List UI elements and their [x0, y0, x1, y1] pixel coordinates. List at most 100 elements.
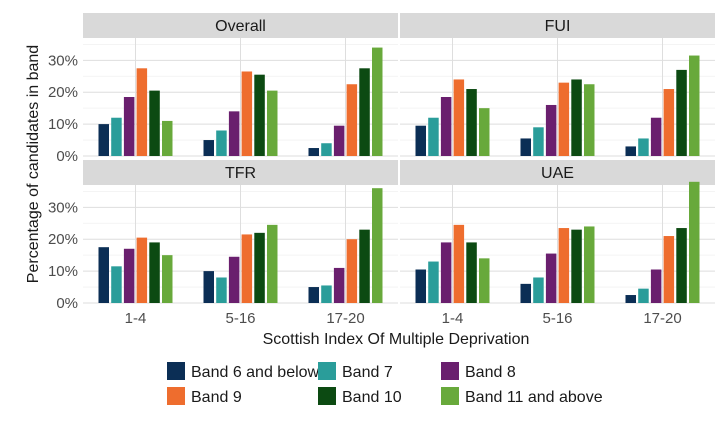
panel-fui: FUI	[400, 13, 715, 157]
bar-overall-1-4-s5	[149, 90, 160, 156]
y-tick-label: 30%	[48, 52, 78, 69]
bar-uae-17-20-s4	[663, 236, 675, 303]
panel-title: TFR	[225, 165, 256, 182]
panel-strip	[400, 160, 715, 185]
bar-fui-5-16-s1	[520, 138, 531, 156]
bar-fui-5-16-s6	[584, 84, 595, 156]
panel-title: UAE	[541, 165, 574, 182]
bar-fui-5-16-s2	[533, 127, 544, 156]
legend-label: Band 6 and below	[191, 364, 320, 381]
bar-tfr-17-20-s3	[333, 267, 345, 303]
bar-tfr-1-4-s6	[162, 255, 173, 303]
bar-uae-17-20-s6	[689, 181, 700, 303]
legend-label: Band 7	[342, 364, 393, 381]
bar-fui-17-20-s5	[676, 69, 687, 156]
bar-uae-5-16-s1	[520, 283, 531, 303]
bar-tfr-17-20-s1	[308, 287, 319, 303]
panel-title: FUI	[545, 18, 571, 35]
bar-overall-5-16-s2	[216, 130, 227, 156]
panel-strip	[83, 13, 398, 38]
bar-tfr-5-16-s2	[216, 277, 227, 303]
x-axis-title: Scottish Index Of Multiple Deprivation	[263, 331, 530, 348]
bar-fui-17-20-s2	[638, 138, 649, 156]
legend-item: Band 7	[318, 362, 393, 381]
panel-strip	[400, 13, 715, 38]
bar-fui-1-4-s6	[479, 108, 490, 156]
bar-overall-1-4-s3	[123, 97, 135, 156]
bar-overall-5-16-s3	[228, 111, 240, 156]
x-tick-label: 17-20	[643, 310, 681, 327]
bar-overall-1-4-s1	[98, 124, 109, 156]
panel-tfr: TFR	[83, 160, 398, 304]
bar-uae-17-20-s3	[650, 269, 662, 303]
bar-fui-1-4-s1	[415, 125, 426, 156]
legend-item: Band 11 and above	[441, 387, 603, 406]
x-tick-label: 5-16	[542, 310, 572, 327]
bar-overall-17-20-s5	[359, 68, 370, 156]
bar-uae-1-4-s1	[415, 269, 426, 303]
bar-uae-1-4-s2	[428, 261, 439, 303]
y-tick-label: 0%	[56, 148, 78, 165]
legend-swatch	[318, 362, 336, 380]
bar-uae-1-4-s6	[479, 258, 490, 303]
bar-fui-1-4-s4	[453, 79, 465, 156]
x-tick-label: 1-4	[442, 310, 464, 327]
bar-overall-17-20-s3	[333, 125, 345, 156]
bar-uae-17-20-s1	[625, 295, 636, 303]
panel-strip	[83, 160, 398, 185]
bar-tfr-1-4-s5	[149, 242, 160, 303]
bar-tfr-5-16-s6	[267, 224, 278, 303]
legend-item: Band 10	[318, 387, 402, 406]
legend-swatch	[167, 387, 185, 405]
legend-label: Band 10	[342, 389, 402, 406]
legend-swatch	[441, 387, 459, 405]
bar-tfr-17-20-s2	[321, 285, 332, 303]
bar-uae-5-16-s6	[584, 226, 595, 303]
y-tick-label: 20%	[48, 231, 78, 248]
y-axis-title: Percentage of candidates in band	[25, 45, 42, 283]
bar-fui-5-16-s5	[571, 79, 582, 156]
x-tick-label: 1-4	[125, 310, 147, 327]
bar-uae-5-16-s3	[545, 253, 557, 303]
bar-tfr-5-16-s4	[241, 234, 253, 303]
bar-fui-17-20-s4	[663, 89, 675, 156]
bar-uae-1-4-s3	[440, 242, 452, 303]
bar-overall-17-20-s4	[346, 84, 358, 156]
bar-overall-5-16-s1	[203, 140, 214, 156]
plot-layer: Overall 0% 10% 20% 30% FUI TFR 0% 10% 20% 30% 1-4 5-…	[48, 13, 715, 327]
legend-item: Band 9	[167, 387, 242, 406]
legend-swatch	[318, 387, 336, 405]
y-tick-label: 20%	[48, 84, 78, 101]
legend-swatch	[441, 362, 459, 380]
legend-item: Band 6 and below	[167, 362, 320, 381]
bar-fui-17-20-s1	[625, 146, 636, 156]
bar-overall-1-4-s6	[162, 120, 173, 156]
y-tick-label: 10%	[48, 263, 78, 280]
bar-overall-1-4-s4	[136, 68, 148, 156]
bar-fui-1-4-s5	[466, 89, 477, 156]
bar-overall-5-16-s5	[254, 74, 265, 156]
panel-uae: UAE	[400, 160, 715, 304]
bar-overall-17-20-s6	[372, 47, 383, 156]
legend: Band 6 and below Band 7 Band 8 Band 9 Band 1…	[167, 362, 603, 406]
bar-uae-5-16-s5	[571, 229, 582, 303]
bar-tfr-5-16-s1	[203, 271, 214, 303]
bar-overall-17-20-s2	[321, 143, 332, 156]
y-tick-label: 30%	[48, 199, 78, 216]
legend-swatch	[167, 362, 185, 380]
legend-label: Band 9	[191, 389, 242, 406]
bar-tfr-5-16-s5	[254, 232, 265, 303]
x-tick-label: 5-16	[225, 310, 255, 327]
panel-overall: Overall	[83, 13, 398, 157]
bar-fui-1-4-s3	[440, 97, 452, 156]
x-tick-label: 17-20	[326, 310, 364, 327]
bar-uae-5-16-s4	[558, 228, 570, 303]
bar-fui-5-16-s4	[558, 82, 570, 156]
bar-overall-17-20-s1	[308, 148, 319, 156]
bar-fui-17-20-s6	[689, 55, 700, 156]
bar-overall-5-16-s4	[241, 71, 253, 156]
bar-fui-17-20-s3	[650, 117, 662, 156]
bar-tfr-5-16-s3	[228, 256, 240, 303]
legend-item: Band 8	[441, 362, 516, 381]
